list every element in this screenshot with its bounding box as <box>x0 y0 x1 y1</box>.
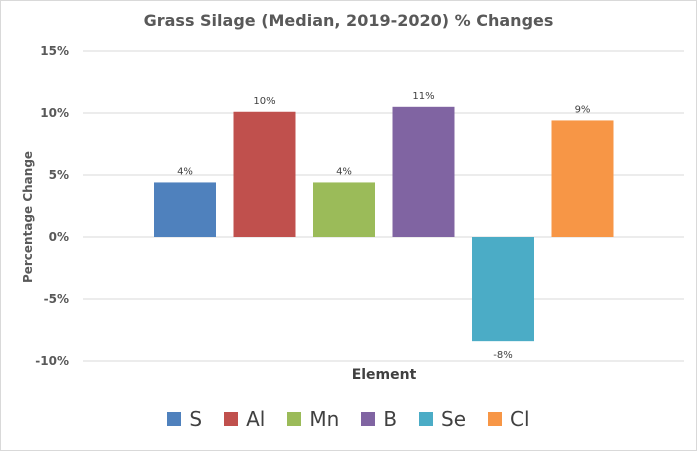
legend-item-mn: Mn <box>287 407 339 431</box>
legend-label: Al <box>246 407 266 431</box>
y-tick-label: 10% <box>40 106 69 120</box>
legend-swatch <box>224 412 239 426</box>
legend-swatch <box>419 412 434 426</box>
legend-item-cl: Cl <box>488 407 530 431</box>
bar-cl <box>551 120 614 237</box>
legend-item-al: Al <box>224 407 265 431</box>
data-label: 4% <box>177 166 193 177</box>
legend-swatch <box>488 412 503 426</box>
legend-item-s: S <box>167 407 202 431</box>
data-label: -8% <box>493 350 512 361</box>
chart-legend: S Al Mn B Se Cl <box>1 407 696 431</box>
legend-label: S <box>189 407 203 431</box>
legend-swatch <box>361 412 376 426</box>
legend-swatch <box>167 412 182 426</box>
legend-label: B <box>383 407 398 431</box>
y-tick-label: -10% <box>35 354 69 368</box>
bar-se <box>472 237 534 342</box>
y-tick-label: 15% <box>40 44 69 58</box>
data-label: 9% <box>575 104 591 115</box>
bar-mn <box>313 182 375 237</box>
x-axis-label: Element <box>351 367 417 383</box>
y-tick-label: -5% <box>44 292 69 306</box>
legend-label: Se <box>441 407 467 431</box>
legend-label: Cl <box>510 407 530 431</box>
legend-label: Mn <box>309 407 340 431</box>
y-tick-label: 0% <box>49 230 69 244</box>
bar-b <box>392 106 455 237</box>
legend-item-se: Se <box>419 407 466 431</box>
data-label: 10% <box>253 96 275 107</box>
bar-al <box>233 111 296 237</box>
data-label: 11% <box>412 91 434 102</box>
data-label: 4% <box>336 166 352 177</box>
legend-item-b: B <box>361 407 397 431</box>
chart-title: Grass Silage (Median, 2019-2020) % Chang… <box>143 11 554 30</box>
bar-s <box>154 182 216 237</box>
legend-swatch <box>287 412 302 426</box>
y-tick-label: 5% <box>49 168 69 182</box>
